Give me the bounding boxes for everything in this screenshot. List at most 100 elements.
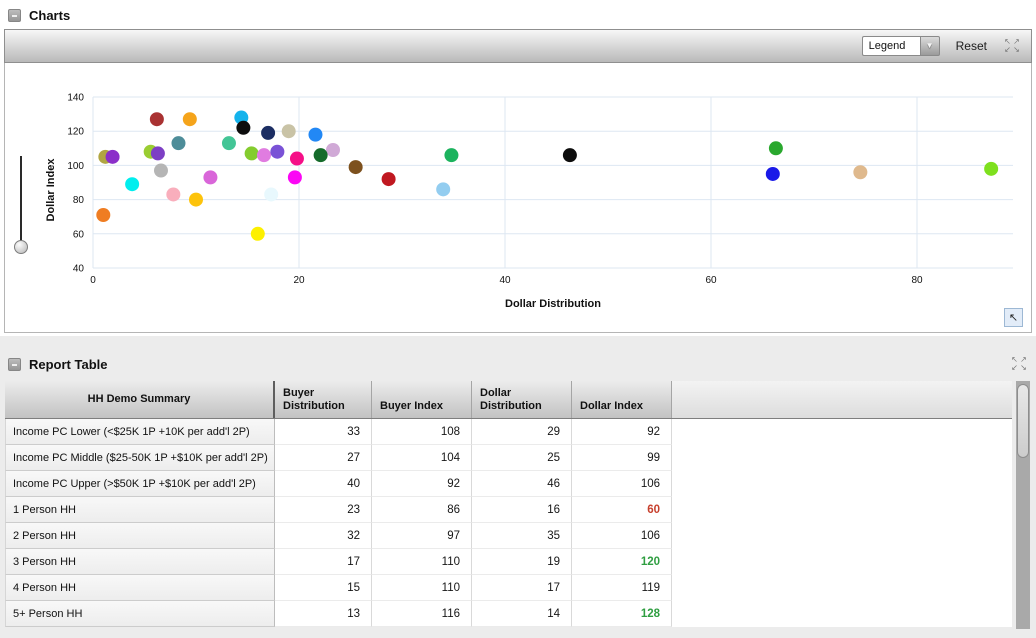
legend-combobox-value[interactable]: Legend <box>861 36 920 56</box>
scatter-point[interactable] <box>289 151 304 166</box>
charts-panel: Charts Legend ▼ Reset ↖ ↗ ↙ ↘ 0 20 40 60 80 40 60… <box>0 0 1036 336</box>
expand-chart-icon[interactable]: ↖ ↗ ↙ ↘ <box>1004 37 1020 54</box>
scatter-point[interactable] <box>264 187 279 202</box>
scatter-point[interactable] <box>436 182 451 197</box>
report-table-panel: Report Table ↖ ↗ ↙ ↘ HH Demo Summary Buyer D… <box>0 336 1036 629</box>
scatter-point[interactable] <box>765 166 780 181</box>
scatter-point[interactable] <box>105 149 120 164</box>
cell-value: 128 <box>572 601 672 627</box>
table-vertical-scrollbar[interactable] <box>1016 381 1030 629</box>
scatter-point[interactable] <box>562 148 577 163</box>
table-row: 5+ Person HH 13 116 14 128 <box>5 601 1012 627</box>
row-label[interactable]: 3 Person HH <box>5 549 275 575</box>
scatter-point[interactable] <box>171 136 186 151</box>
chart-corner-button[interactable]: ↖ <box>1004 308 1023 327</box>
legend-combobox-trigger[interactable]: ▼ <box>919 36 940 56</box>
collapse-report-icon[interactable] <box>8 357 21 371</box>
scatter-point[interactable] <box>444 148 459 163</box>
row-label[interactable]: Income PC Lower (<$25K 1P +10K per add'l… <box>5 419 275 445</box>
scatter-point[interactable] <box>348 160 363 175</box>
charts-panel-header: Charts <box>0 0 1036 29</box>
report-table: HH Demo Summary Buyer Distribution Buyer I… <box>5 381 1012 627</box>
column-header[interactable]: Buyer Index <box>372 381 472 418</box>
cell-value: 33 <box>275 419 372 445</box>
scatter-point[interactable] <box>853 165 868 180</box>
x-tick-label: 60 <box>705 275 717 286</box>
row-label[interactable]: 1 Person HH <box>5 497 275 523</box>
cell-value: 29 <box>472 419 572 445</box>
column-header[interactable]: Dollar Index <box>572 381 672 418</box>
y-tick-label: 100 <box>67 161 84 172</box>
row-label[interactable]: 5+ Person HH <box>5 601 275 627</box>
scatter-point[interactable] <box>153 163 168 178</box>
scatter-point[interactable] <box>768 141 783 156</box>
cell-value: 110 <box>372 575 472 601</box>
scatter-point[interactable] <box>256 148 271 163</box>
zoom-slider-track[interactable] <box>20 156 22 244</box>
cell-value: 120 <box>572 549 672 575</box>
scatter-point[interactable] <box>281 124 296 139</box>
x-tick-label: 0 <box>90 275 96 286</box>
scatter-point[interactable] <box>270 144 285 159</box>
zoom-slider-handle[interactable] <box>14 240 28 254</box>
column-header[interactable]: Buyer Distribution <box>275 381 372 418</box>
scatter-point[interactable] <box>166 187 181 202</box>
table-row: 2 Person HH 32 97 35 106 <box>5 523 1012 549</box>
cell-value: 25 <box>472 445 572 471</box>
column-header[interactable]: Dollar Distribution <box>472 381 572 418</box>
scatter-chart: 0 20 40 60 80 40 60 80 100 120 140 Dollar Distribut… <box>45 93 1013 310</box>
cell-value: 19 <box>472 549 572 575</box>
table-row: Income PC Middle ($25-50K 1P +$10K per a… <box>5 445 1012 471</box>
x-axis-title: Dollar Distribution <box>505 298 601 310</box>
row-label[interactable]: 4 Person HH <box>5 575 275 601</box>
cell-value: 23 <box>275 497 372 523</box>
cell-value: 17 <box>472 575 572 601</box>
cell-value: 99 <box>572 445 672 471</box>
scatter-point[interactable] <box>325 143 340 158</box>
scatter-point[interactable] <box>150 146 165 161</box>
column-header-filler <box>672 381 1012 418</box>
scatter-point[interactable] <box>182 112 197 127</box>
column-header[interactable]: HH Demo Summary <box>5 381 275 418</box>
scatter-point[interactable] <box>287 170 302 185</box>
legend-combobox[interactable]: Legend ▼ <box>861 36 940 56</box>
scatter-point[interactable] <box>203 170 218 185</box>
scatter-point[interactable] <box>261 125 276 140</box>
scatter-point[interactable] <box>250 226 265 241</box>
scatter-point[interactable] <box>221 136 236 151</box>
cell-value: 40 <box>275 471 372 497</box>
y-tick-label: 60 <box>73 229 85 240</box>
row-label[interactable]: Income PC Upper (>$50K 1P +$10K per add'… <box>5 471 275 497</box>
cell-value: 60 <box>572 497 672 523</box>
scatter-point[interactable] <box>149 112 164 127</box>
scatter-point[interactable] <box>313 148 328 163</box>
cell-value: 16 <box>472 497 572 523</box>
arrow-up-left-icon: ↖ <box>1008 312 1019 324</box>
table-row: 3 Person HH 17 110 19 120 <box>5 549 1012 575</box>
scatter-point[interactable] <box>189 192 203 207</box>
scatter-point[interactable] <box>984 161 999 176</box>
report-panel-title: Report Table <box>29 356 108 372</box>
scatter-point[interactable] <box>381 172 396 187</box>
scatter-point[interactable] <box>236 120 251 135</box>
scatter-point[interactable] <box>308 127 323 142</box>
collapse-charts-icon[interactable] <box>8 9 21 22</box>
cell-value: 116 <box>372 601 472 627</box>
table-row: Income PC Lower (<$25K 1P +10K per add'l… <box>5 419 1012 445</box>
cell-value: 14 <box>472 601 572 627</box>
cell-value: 46 <box>472 471 572 497</box>
reset-button[interactable]: Reset <box>955 39 987 53</box>
x-tick-label: 80 <box>911 275 923 286</box>
scatter-point[interactable] <box>96 207 111 222</box>
scrollbar-thumb[interactable] <box>1017 384 1029 458</box>
row-label[interactable]: Income PC Middle ($25-50K 1P +$10K per a… <box>5 445 275 471</box>
expand-report-icon[interactable]: ↖ ↗ ↙ ↘ <box>1011 355 1027 372</box>
table-header-row: HH Demo Summary Buyer Distribution Buyer I… <box>5 381 1012 419</box>
cell-value: 86 <box>372 497 472 523</box>
scatter-point[interactable] <box>244 146 259 161</box>
table-row: 1 Person HH 23 86 16 60 <box>5 497 1012 523</box>
scatter-point[interactable] <box>125 177 140 192</box>
row-label[interactable]: 2 Person HH <box>5 523 275 549</box>
cell-value: 108 <box>372 419 472 445</box>
charts-panel-title: Charts <box>29 8 71 23</box>
